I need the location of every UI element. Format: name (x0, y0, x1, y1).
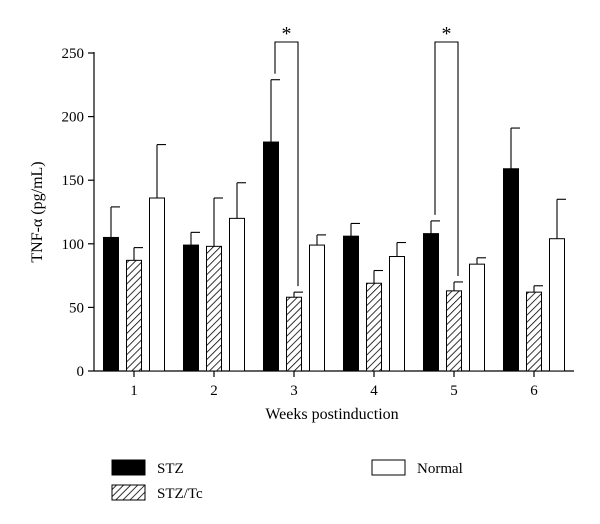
bar (206, 245, 222, 372)
bar (286, 296, 302, 372)
x-tick-label: 6 (530, 383, 538, 399)
x-tick-label: 1 (130, 383, 138, 399)
significance-bracket (434, 41, 459, 276)
bar (549, 238, 565, 372)
x-axis-title: Weeks postinduction (265, 406, 398, 423)
bar (469, 263, 485, 372)
bar (423, 233, 439, 372)
y-tick-label: 150 (62, 173, 85, 189)
y-tick-label: 250 (62, 46, 85, 62)
significance-group: * * (274, 23, 459, 287)
bar (446, 290, 462, 372)
bar (126, 259, 142, 372)
legend-label-stz-tc: STZ/Tc (157, 486, 203, 502)
x-tick-label: 2 (210, 383, 218, 399)
bar (309, 244, 325, 372)
bar (526, 291, 542, 372)
bars-group (103, 79, 566, 372)
bar (503, 168, 519, 372)
legend-swatch-stz-tc (111, 484, 146, 501)
legend: STZ STZ/Tc Normal (111, 459, 463, 502)
legend-swatch-stz (111, 459, 146, 476)
significance-star: * (442, 23, 452, 45)
y-tick-label: 50 (69, 300, 84, 316)
x-tick-label: 5 (450, 383, 458, 399)
bar (366, 282, 382, 372)
significance-star: * (282, 23, 292, 45)
legend-label-stz: STZ (157, 461, 184, 477)
bar (183, 244, 199, 372)
axes: 0 50 100 150 200 250 1 2 3 4 5 6 (62, 46, 574, 399)
legend-swatch-normal (371, 459, 406, 476)
x-tick-label: 4 (370, 383, 378, 399)
x-tick-label: 3 (290, 383, 298, 399)
y-tick-label: 0 (77, 364, 85, 380)
significance-bracket (274, 41, 299, 287)
bar (229, 217, 245, 372)
legend-label-normal: Normal (417, 461, 463, 477)
y-tick-label: 100 (62, 237, 85, 253)
bar (149, 197, 165, 372)
bar (389, 256, 405, 372)
y-axis-title: TNF-α (pg/mL) (29, 161, 46, 262)
bar (343, 235, 359, 372)
bar (103, 236, 119, 372)
y-tick-label: 200 (62, 110, 85, 126)
bar (263, 141, 279, 372)
